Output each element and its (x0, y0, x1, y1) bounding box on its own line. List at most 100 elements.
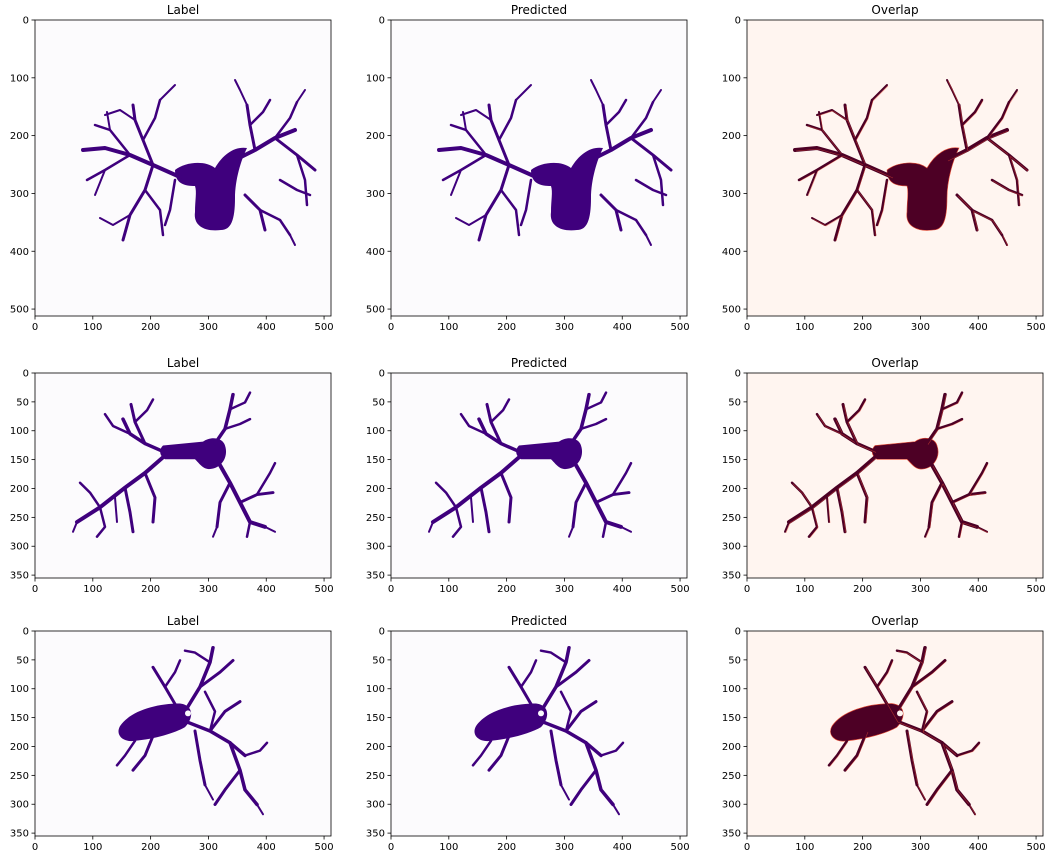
y-tick-label: 100 (10, 684, 29, 695)
x-tick-label: 300 (911, 842, 930, 852)
y-tick-label: 150 (722, 713, 741, 724)
x-tick-label: 200 (497, 322, 516, 333)
x-tick-label: 0 (32, 584, 38, 595)
axes-frame (390, 630, 688, 837)
y-tick-label: 100 (722, 684, 741, 695)
x-tick-label: 500 (671, 842, 690, 852)
y-tick-label: 50 (372, 397, 385, 408)
airway-tree-image (793, 79, 1029, 247)
y-tick-label: 300 (366, 189, 385, 200)
y-tick-label: 350 (722, 829, 741, 840)
x-tick-label: 200 (141, 322, 160, 333)
y-tick-label: 250 (366, 513, 385, 524)
image-background (391, 631, 687, 836)
panel-title: Overlap (871, 356, 918, 370)
x-tick-label: 400 (969, 322, 988, 333)
x-tick-label: 300 (911, 322, 930, 333)
y-tick-label: 400 (10, 247, 29, 258)
y-tick-label: 500 (10, 305, 29, 316)
airway-tree-image (827, 645, 981, 816)
y-tick-label: 50 (728, 655, 741, 666)
image-background (35, 631, 331, 836)
x-tick-label: 300 (911, 584, 930, 595)
panel-title: Predicted (511, 614, 567, 628)
y-tick-label: 100 (10, 426, 29, 437)
airway-tree-image (471, 645, 625, 816)
x-tick-label: 0 (32, 842, 38, 852)
axes-frame (34, 630, 332, 837)
x-tick-label: 100 (83, 322, 102, 333)
panel-title: Label (167, 356, 199, 370)
y-tick-label: 150 (722, 455, 741, 466)
y-tick-label: 100 (366, 426, 385, 437)
y-tick-label: 200 (722, 484, 741, 495)
x-tick-label: 0 (32, 322, 38, 333)
x-tick-label: 0 (744, 584, 750, 595)
x-tick-label: 100 (795, 584, 814, 595)
axes-frame (390, 372, 688, 579)
x-tick-label: 0 (388, 322, 394, 333)
y-tick-label: 100 (722, 73, 741, 84)
y-tick-label: 200 (366, 484, 385, 495)
y-tick-label: 0 (735, 369, 741, 380)
y-tick-label: 100 (366, 73, 385, 84)
x-tick-label: 500 (671, 322, 690, 333)
y-tick-label: 500 (722, 305, 741, 316)
y-tick-label: 250 (10, 771, 29, 782)
y-tick-label: 50 (16, 397, 29, 408)
x-tick-label: 200 (141, 584, 160, 595)
x-tick-label: 400 (257, 842, 276, 852)
y-tick-label: 200 (722, 742, 741, 753)
x-tick-label: 100 (795, 322, 814, 333)
y-tick-label: 0 (735, 16, 741, 27)
y-tick-label: 350 (10, 571, 29, 582)
x-tick-label: 300 (199, 842, 218, 852)
y-tick-label: 0 (379, 16, 385, 27)
y-tick-label: 350 (10, 829, 29, 840)
y-tick-label: 50 (372, 655, 385, 666)
axes-frame (34, 19, 332, 317)
axes-frame (34, 372, 332, 579)
x-tick-label: 400 (257, 584, 276, 595)
x-tick-label: 100 (83, 584, 102, 595)
y-tick-label: 200 (366, 742, 385, 753)
y-tick-label: 50 (16, 655, 29, 666)
x-tick-label: 300 (555, 842, 574, 852)
y-tick-label: 0 (379, 369, 385, 380)
axes-frame (746, 630, 1044, 837)
y-tick-label: 0 (23, 369, 29, 380)
x-tick-label: 400 (613, 584, 632, 595)
x-tick-label: 200 (853, 322, 872, 333)
y-tick-label: 150 (366, 713, 385, 724)
y-tick-label: 300 (722, 189, 741, 200)
x-tick-label: 500 (315, 584, 334, 595)
y-tick-label: 0 (23, 16, 29, 27)
x-tick-label: 100 (439, 842, 458, 852)
y-tick-label: 350 (366, 571, 385, 582)
x-tick-label: 300 (199, 322, 218, 333)
y-tick-label: 300 (10, 542, 29, 553)
x-tick-label: 300 (555, 584, 574, 595)
x-tick-label: 400 (969, 584, 988, 595)
x-tick-label: 300 (199, 584, 218, 595)
y-tick-label: 300 (722, 800, 741, 811)
image-background (747, 373, 1043, 578)
x-tick-label: 400 (969, 842, 988, 852)
y-tick-label: 200 (10, 742, 29, 753)
x-tick-label: 400 (613, 842, 632, 852)
y-tick-label: 300 (366, 800, 385, 811)
y-tick-label: 0 (23, 627, 29, 638)
y-tick-label: 100 (10, 73, 29, 84)
x-tick-label: 200 (853, 842, 872, 852)
panel-title: Label (167, 3, 199, 17)
axes-frame (390, 19, 688, 317)
x-tick-label: 400 (257, 322, 276, 333)
panel-title: Label (167, 614, 199, 628)
y-tick-label: 400 (366, 247, 385, 258)
x-tick-label: 200 (141, 842, 160, 852)
axes-frame (746, 19, 1044, 317)
